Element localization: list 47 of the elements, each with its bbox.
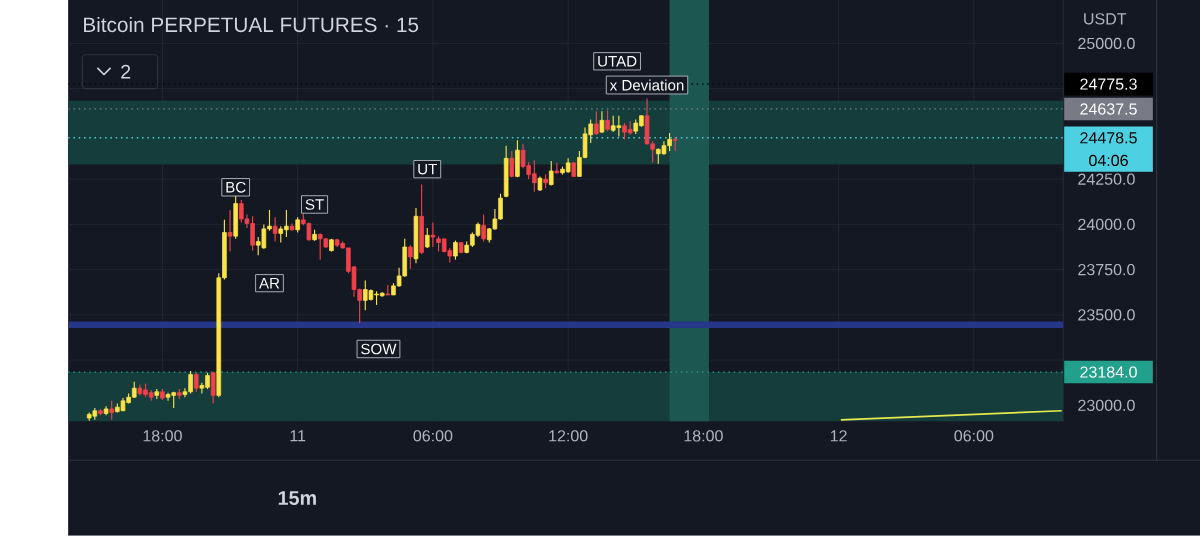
x-tick-label: 06:00 <box>413 430 453 442</box>
candlestick <box>295 216 300 234</box>
ref-line-label: 24637.5 <box>1080 103 1137 115</box>
candlestick <box>154 388 160 400</box>
annotation: SOW <box>361 343 397 355</box>
y-tick-label: 24000.0 <box>1078 218 1135 231</box>
y-tick-label: 25000.0 <box>1078 37 1135 50</box>
ref-line-label: 23184.0 <box>1080 366 1137 378</box>
annotation: ST <box>305 199 324 210</box>
candlestick <box>177 388 182 400</box>
annotation: x Deviation <box>609 79 684 91</box>
y-tick-label: 23750.0 <box>1078 264 1135 276</box>
annotation: 2 <box>121 64 131 79</box>
ref-line-label: 24478.5 <box>1080 132 1137 144</box>
candlestick <box>424 227 430 249</box>
x-tick-label: 18:00 <box>684 430 723 442</box>
y-axis-title: USDT <box>1084 13 1127 25</box>
text: 04:06 <box>1089 154 1128 167</box>
candlestick <box>408 244 413 270</box>
annotation: AR <box>259 278 280 289</box>
candlestick <box>594 110 599 136</box>
candlestick <box>385 284 391 296</box>
annotation: BC <box>226 182 246 193</box>
y-tick-label: 23000.0 <box>1078 399 1135 412</box>
text: 15m <box>278 491 316 506</box>
text: Bitcoin PERPETUAL FUTURES · 15 <box>84 17 419 33</box>
x-tick-label: 12 <box>830 430 847 442</box>
y-tick-label: 24250.0 <box>1078 173 1135 185</box>
x-tick-label: 06:00 <box>954 430 994 442</box>
x-tick-label: 11 <box>290 430 306 442</box>
candlestick <box>537 175 543 192</box>
candlestick <box>329 238 334 253</box>
x-tick-label: 12:00 <box>549 430 588 442</box>
candlestick <box>109 400 115 421</box>
candlestick <box>193 372 199 393</box>
candlestick <box>605 109 610 132</box>
candlestick <box>481 213 486 243</box>
candlestick <box>453 240 458 261</box>
annotation: UT <box>418 164 437 175</box>
candlestick <box>548 160 554 187</box>
candlestick <box>160 388 165 401</box>
candlestick <box>599 110 605 134</box>
y-tick-label: 23500.0 <box>1078 309 1135 321</box>
ref-line-label: 24775.3 <box>1080 78 1137 90</box>
candlestick <box>227 209 233 253</box>
x-tick-label: 18:00 <box>143 430 182 442</box>
annotation: UTAD <box>598 56 637 67</box>
